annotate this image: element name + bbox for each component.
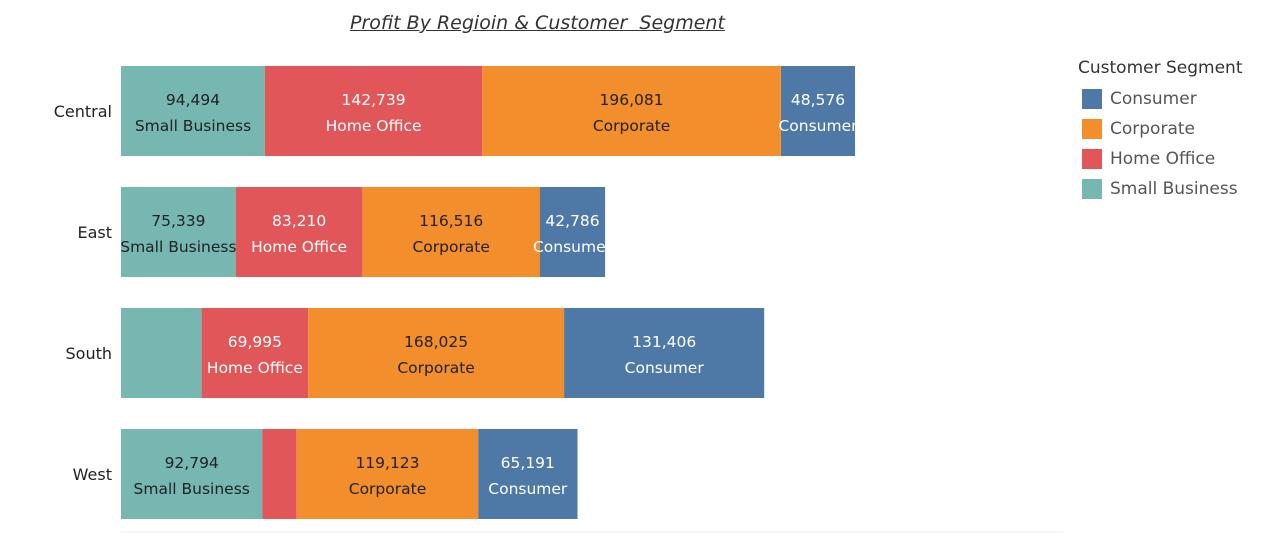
category-label-west: West <box>73 465 112 484</box>
segment-label-east-home-office: Home Office <box>251 238 347 256</box>
legend-item-small-business[interactable]: Small Business <box>1082 174 1283 204</box>
value-label-central-home-office: 142,739 <box>342 91 406 109</box>
segment-label-east-corporate: Corporate <box>412 238 490 256</box>
bar-central-home-office[interactable] <box>264 66 483 156</box>
value-label-west-small-business: 92,794 <box>165 454 219 472</box>
legend-swatch-consumer <box>1082 89 1102 109</box>
value-label-south-corporate: 168,025 <box>404 333 468 351</box>
category-labels: Central East South West <box>54 102 112 484</box>
bar-east-corporate[interactable] <box>362 187 541 277</box>
bar-east-home-office[interactable] <box>235 187 363 277</box>
bar-central-corporate[interactable] <box>482 66 781 156</box>
segment-label-east-small-business: Small Business <box>120 238 236 256</box>
segment-label-central-corporate: Corporate <box>593 117 671 135</box>
category-label-east: East <box>77 223 112 242</box>
value-label-west-corporate: 119,123 <box>355 454 419 472</box>
bar-south-corporate[interactable] <box>308 308 565 398</box>
bars-layer: 94,494 Small Business 142,739 Home Office 19… <box>120 66 1063 533</box>
value-label-east-small-business: 75,339 <box>151 212 205 230</box>
bar-east-consumer[interactable] <box>539 187 606 277</box>
bar-south-consumer[interactable] <box>564 308 765 398</box>
category-label-south: South <box>66 344 113 363</box>
segment-label-south-home-office: Home Office <box>207 359 303 377</box>
legend-label-home-office: Home Office <box>1110 149 1216 169</box>
legend-item-corporate[interactable]: Corporate <box>1082 114 1283 144</box>
bar-west-consumer[interactable] <box>478 429 578 519</box>
segment-label-east-consumer: Consumer <box>533 238 613 256</box>
value-label-east-home-office: 83,210 <box>272 212 326 230</box>
segment-label-central-consumer: Consumer <box>778 117 858 135</box>
legend-item-consumer[interactable]: Consumer <box>1082 84 1283 114</box>
legend-swatch-small-business <box>1082 179 1102 199</box>
legend-title: Customer Segment <box>1078 58 1243 78</box>
bar-central-small-business[interactable] <box>121 66 265 156</box>
bar-south-home-office[interactable] <box>201 308 309 398</box>
legend-swatch-home-office <box>1082 149 1102 169</box>
legend: Customer Segment Consumer Corporate Home… <box>1078 58 1283 204</box>
segment-label-west-small-business: Small Business <box>134 480 250 498</box>
value-label-south-consumer: 131,406 <box>632 333 696 351</box>
value-label-central-consumer: 48,576 <box>791 91 845 109</box>
segment-label-central-small-business: Small Business <box>135 117 251 135</box>
value-label-central-small-business: 94,494 <box>166 91 220 109</box>
bar-central-consumer[interactable] <box>781 66 855 156</box>
segment-label-south-consumer: Consumer <box>625 359 705 377</box>
category-label-central: Central <box>54 102 112 121</box>
legend-label-consumer: Consumer <box>1110 89 1197 109</box>
value-label-south-home-office: 69,995 <box>228 333 282 351</box>
legend-label-small-business: Small Business <box>1110 179 1238 199</box>
legend-item-home-office[interactable]: Home Office <box>1082 144 1283 174</box>
legend-label-corporate: Corporate <box>1110 119 1195 139</box>
bar-west-small-business[interactable] <box>121 429 263 519</box>
bar-south-small-business[interactable] <box>121 308 202 398</box>
bar-west-home-office[interactable] <box>262 429 297 519</box>
bar-east-small-business[interactable] <box>121 187 236 277</box>
segment-label-west-corporate: Corporate <box>349 480 427 498</box>
value-label-east-consumer: 42,786 <box>545 212 599 230</box>
segment-label-central-home-office: Home Office <box>326 117 422 135</box>
bar-west-corporate[interactable] <box>296 429 479 519</box>
segment-label-west-consumer: Consumer <box>488 480 568 498</box>
segment-label-south-corporate: Corporate <box>397 359 475 377</box>
chart-title: Profit By Regioin & Customer Segment <box>350 12 725 34</box>
value-label-central-corporate: 196,081 <box>600 91 664 109</box>
legend-swatch-corporate <box>1082 119 1102 139</box>
value-label-east-corporate: 116,516 <box>419 212 483 230</box>
value-label-west-consumer: 65,191 <box>501 454 555 472</box>
